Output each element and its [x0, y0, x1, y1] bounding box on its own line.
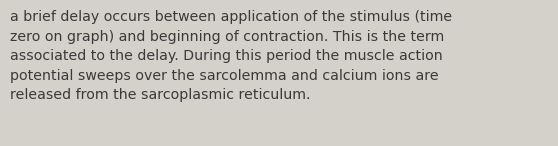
Text: a brief delay occurs between application of the stimulus (time
zero on graph) an: a brief delay occurs between application… — [10, 10, 452, 102]
